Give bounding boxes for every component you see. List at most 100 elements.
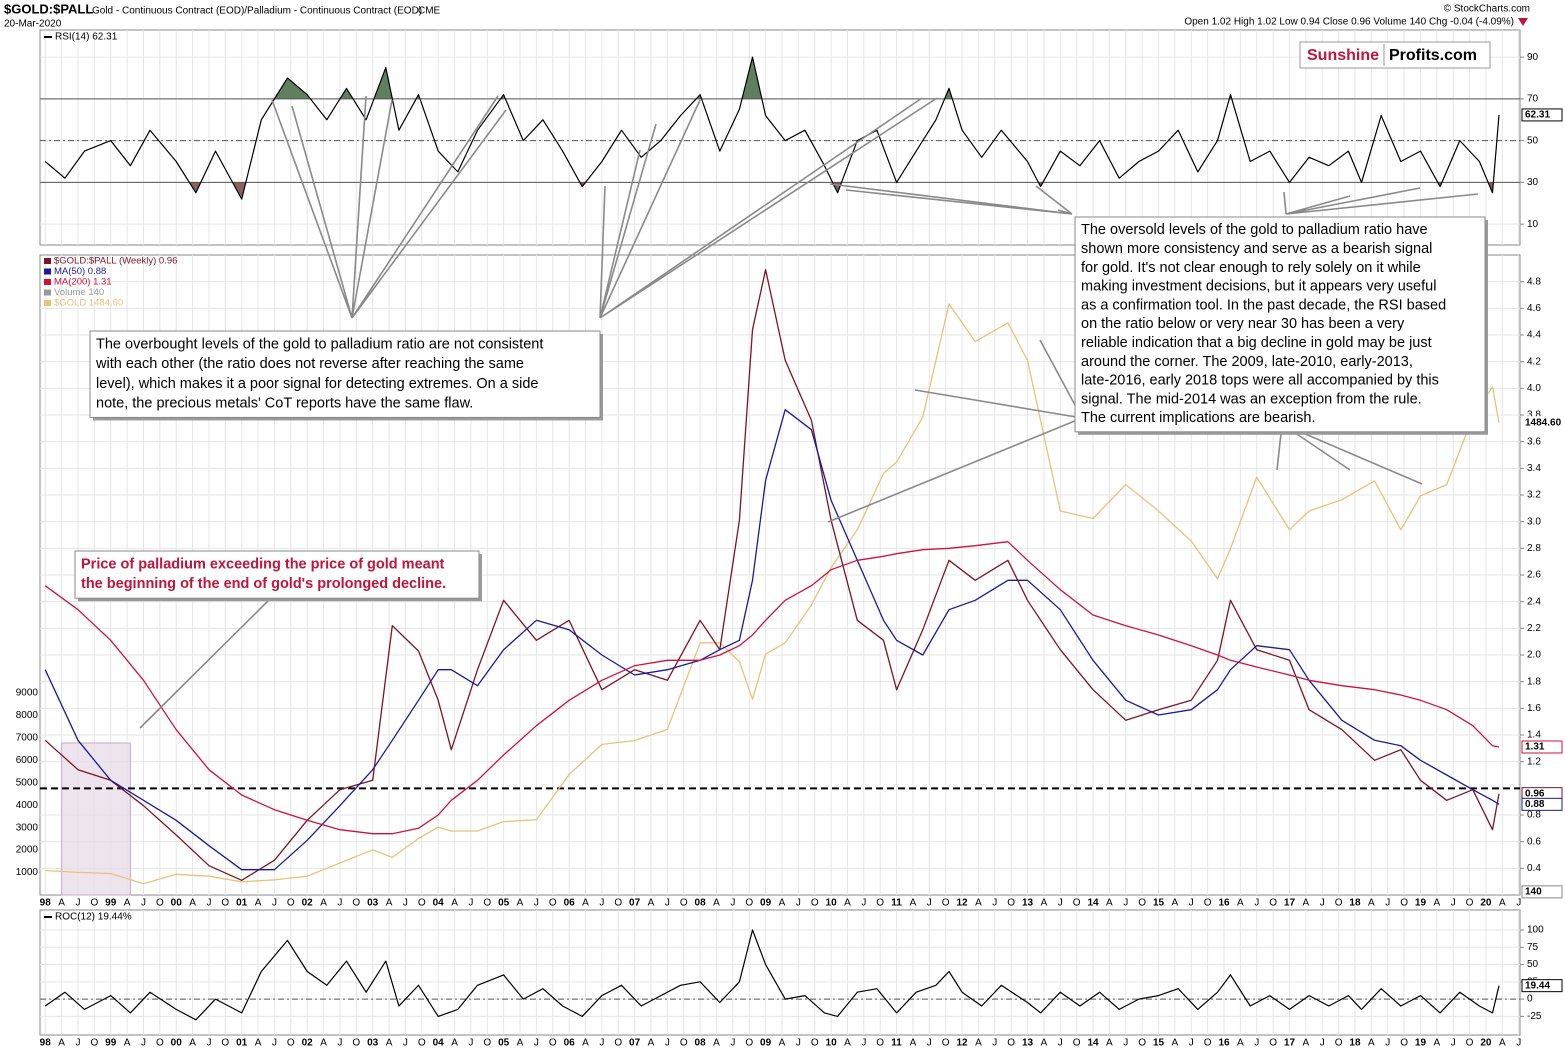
- y-tick-label: 1.8: [1527, 676, 1541, 687]
- x-month-label: J: [1516, 1038, 1521, 1049]
- x-month-label: A: [844, 898, 851, 909]
- x-year-label: 18: [1349, 898, 1361, 909]
- note-line: The oversold levels of the gold to palla…: [1081, 222, 1428, 238]
- y-tick-label: 4.8: [1527, 276, 1541, 287]
- x-year-label: 13: [1022, 898, 1034, 909]
- note-box: [1074, 216, 1486, 433]
- x-month-label: J: [730, 1038, 735, 1049]
- x-year-label: 20: [1480, 1038, 1492, 1049]
- note-line: on the ratio below or very near 30 has b…: [1081, 316, 1405, 332]
- last-value-label: 140: [1525, 886, 1542, 897]
- x-month-label: A: [1237, 898, 1244, 909]
- y-tick-label: 2.6: [1527, 570, 1541, 581]
- x-month-label: A: [1106, 1038, 1113, 1049]
- x-month-label: A: [975, 1038, 982, 1049]
- x-month-label: J: [468, 1038, 473, 1049]
- down-arrow: [1518, 18, 1528, 26]
- x-year-label: 01: [236, 1038, 248, 1049]
- logo-box: [1299, 41, 1491, 69]
- legend-label: $GOLD 1484.60: [54, 298, 123, 309]
- volume-tick-label: 2000: [16, 845, 39, 856]
- x-year-label: 15: [1153, 898, 1165, 909]
- y-tick-label: 4.0: [1527, 383, 1541, 394]
- pointers: [139, 95, 1479, 729]
- y-tick-label: 3.0: [1527, 516, 1541, 527]
- x-month-label: O: [221, 898, 229, 909]
- x-month-label: A: [1433, 898, 1440, 909]
- last-value-label: 1484.60: [1525, 417, 1562, 428]
- volume-tick-label: 7000: [16, 732, 39, 743]
- note-line: shown more consistency and serve as a be…: [1081, 241, 1432, 257]
- x-month-label: J: [1254, 1038, 1259, 1049]
- copyright: © StockCharts.com: [1444, 4, 1530, 15]
- y-tick-label: 1.4: [1527, 730, 1541, 741]
- volume-tick-label: 1000: [16, 867, 39, 878]
- legend-label: $GOLD:$PALL (Weekly) 0.96: [54, 256, 177, 267]
- x-month-label: J: [665, 1038, 670, 1049]
- x-month-label: J: [992, 1038, 997, 1049]
- x-month-label: J: [141, 898, 146, 909]
- x-month-label: J: [665, 898, 670, 909]
- last-value-box: [1521, 979, 1563, 993]
- note-line: The overbought levels of the gold to pal…: [96, 337, 543, 353]
- legend-label: MA(200) 1.31: [54, 277, 112, 288]
- x-month-label: J: [534, 1038, 539, 1049]
- y-tick-label: 0: [1527, 994, 1533, 1005]
- x-month-label: A: [779, 1038, 786, 1049]
- last-value-label: 0.96: [1525, 788, 1545, 799]
- x-month-label: J: [796, 898, 801, 909]
- notes-layer: The overbought levels of the gold to pal…: [74, 216, 1488, 602]
- x-month-label: A: [189, 898, 196, 909]
- x-month-label: A: [517, 898, 524, 909]
- x-month-label: J: [1123, 898, 1128, 909]
- exchange: CME: [418, 6, 441, 17]
- x-month-label: A: [386, 1038, 393, 1049]
- x-month-label: O: [876, 898, 884, 909]
- x-month-label: O: [90, 1038, 98, 1049]
- y-tick-label: 0.6: [1527, 836, 1541, 847]
- x-month-label: A: [517, 1038, 524, 1049]
- volume-tick-label: 6000: [16, 755, 39, 766]
- legend-swatch: [44, 289, 51, 296]
- x-month-label: A: [320, 898, 327, 909]
- x-month-label: A: [910, 1038, 917, 1049]
- legend-swatch: [44, 300, 51, 306]
- x-month-label: J: [861, 1038, 866, 1049]
- x-year-label: 02: [302, 898, 314, 909]
- y-tick-label: 0.4: [1527, 863, 1541, 874]
- last-value-box: [1521, 885, 1563, 899]
- note-box: [89, 330, 601, 418]
- y-tick-label: 50: [1527, 959, 1539, 970]
- x-month-label: A: [124, 1038, 131, 1049]
- x-month-label: J: [337, 898, 342, 909]
- x-month-label: O: [745, 1038, 753, 1049]
- x-month-label: O: [614, 1038, 622, 1049]
- note-line: level), which makes it a poor signal for…: [96, 376, 538, 392]
- y-tick-label: 4.4: [1527, 330, 1541, 341]
- legend-swatch: [44, 279, 51, 285]
- x-month-label: O: [156, 1038, 164, 1049]
- x-month-label: J: [1058, 898, 1063, 909]
- x-year-label: 11: [891, 1038, 902, 1049]
- x-month-label: A: [1172, 1038, 1179, 1049]
- x-year-label: 06: [564, 898, 576, 909]
- x-month-label: A: [189, 1038, 196, 1049]
- x-year-label: 12: [956, 898, 968, 909]
- x-month-label: J: [1189, 1038, 1194, 1049]
- x-year-label: 09: [760, 1038, 772, 1049]
- logo-right: Profits.com: [1389, 47, 1477, 64]
- last-value-box: [1521, 108, 1563, 122]
- x-month-label: A: [1237, 1038, 1244, 1049]
- x-month-label: O: [287, 898, 295, 909]
- x-month-label: A: [58, 898, 65, 909]
- x-month-label: J: [337, 1038, 342, 1049]
- last-value-label: 0.88: [1525, 799, 1545, 810]
- x-month-label: O: [1335, 1038, 1343, 1049]
- y-tick-label: 3.4: [1527, 463, 1541, 474]
- date: 20-Mar-2020: [4, 19, 62, 30]
- y-tick-label: 4.6: [1527, 303, 1541, 314]
- x-month-label: O: [418, 1038, 426, 1049]
- y-tick-label: 4.2: [1527, 356, 1541, 367]
- y-tick-label: 2.4: [1527, 596, 1541, 607]
